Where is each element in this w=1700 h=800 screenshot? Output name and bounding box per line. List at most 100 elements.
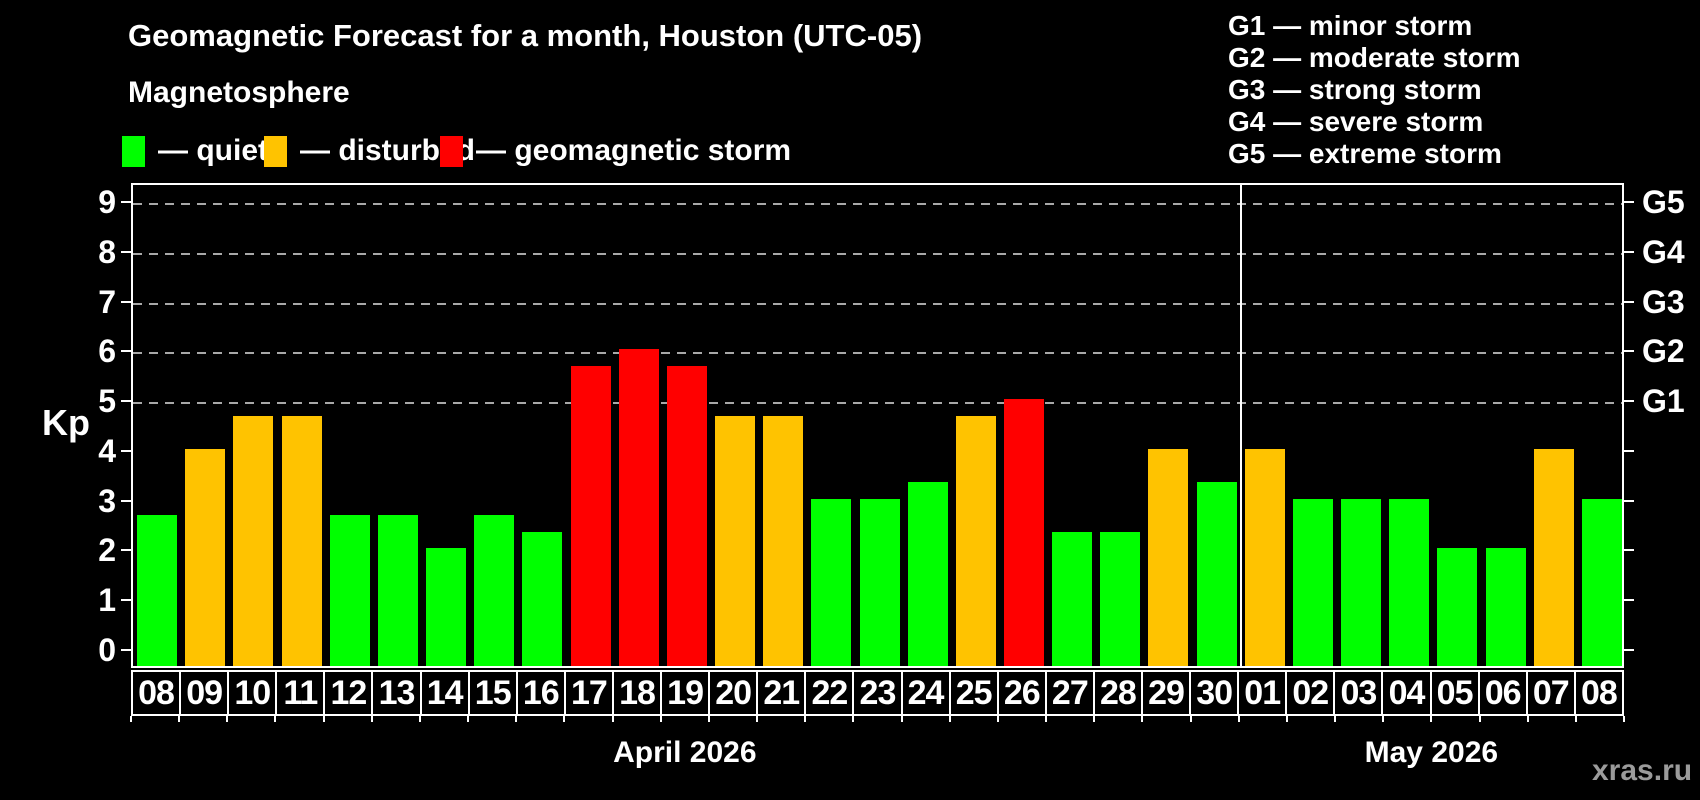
day-boundary-tick [852, 716, 855, 722]
y-axis-tick-label-6: 6 [98, 333, 116, 370]
g-legend-line-g1: G1 — minor storm [1228, 10, 1473, 41]
day-label: 09 [179, 670, 230, 716]
day-boundary-tick [1285, 716, 1288, 722]
g-legend-line-g5: G5 — extreme storm [1228, 138, 1502, 169]
day-label: 24 [900, 670, 951, 716]
g-legend-line-g4: G4 — severe storm [1228, 106, 1484, 137]
day-boundary-tick [515, 716, 518, 722]
day-boundary-tick [178, 716, 181, 722]
kp-bar-28 [1100, 532, 1141, 666]
y-axis-tick-label-4: 4 [98, 432, 116, 469]
chart-subtitle: Magnetosphere [128, 76, 350, 109]
y-axis-tick-label-7: 7 [98, 283, 116, 320]
kp-bar-05 [1437, 548, 1478, 666]
day-label: 18 [611, 670, 663, 716]
gridline-kp9 [133, 202, 1622, 205]
day-label: 27 [1044, 670, 1095, 716]
day-label: 11 [275, 670, 326, 716]
legend-item-quiet: — quiet [122, 134, 268, 168]
y-axis-tick-right-7 [1624, 300, 1634, 303]
kp-bar-29 [1148, 448, 1189, 666]
day-label: 14 [419, 670, 470, 716]
day-boundary-tick [130, 716, 132, 722]
watermark: xras.ru [1592, 754, 1693, 787]
month-separator-line [1239, 185, 1242, 666]
kp-bar-20 [715, 415, 756, 666]
legend-label-quiet: — quiet [158, 134, 268, 167]
gridline-kp7 [133, 302, 1622, 305]
kp-bar-30 [1196, 482, 1237, 666]
day-boundary-tick [1334, 716, 1337, 722]
day-boundary-tick [1141, 716, 1144, 722]
day-boundary-tick [370, 716, 373, 722]
day-boundary-tick [1623, 716, 1625, 722]
day-label: 30 [1189, 670, 1240, 716]
y-axis-tick-left-0 [121, 649, 131, 651]
day-boundary-tick [1189, 716, 1192, 722]
y-axis-tick-left-9 [121, 200, 131, 203]
y-axis-title-kp: Kp [42, 402, 90, 443]
y-axis-tick-left-2 [121, 549, 131, 552]
y-axis-tick-left-8 [121, 250, 131, 253]
right-axis-label-g4: G4 [1642, 233, 1685, 270]
kp-bar-24 [907, 482, 948, 666]
day-label: 17 [563, 670, 614, 716]
y-axis-tick-right-2 [1624, 549, 1634, 552]
day-label: 22 [804, 670, 855, 716]
disturbed-swatch-icon [264, 135, 287, 167]
kp-bar-07 [1533, 448, 1574, 666]
kp-bar-15 [474, 515, 515, 666]
kp-bar-14 [426, 548, 467, 666]
day-label: 05 [1429, 670, 1480, 716]
right-axis-label-g3: G3 [1642, 283, 1685, 320]
day-label: 26 [996, 670, 1047, 716]
chart-title: Geomagnetic Forecast for a month, Housto… [128, 18, 923, 53]
day-label: 20 [708, 670, 759, 716]
g-legend-line-g3: G3 — strong storm [1228, 74, 1482, 105]
kp-bar-12 [329, 515, 370, 666]
kp-bar-03 [1341, 498, 1382, 666]
kp-bar-17 [570, 365, 611, 666]
day-boundary-tick [274, 716, 277, 722]
day-boundary-tick [900, 716, 903, 722]
kp-bar-10 [233, 415, 274, 666]
day-label: 16 [515, 670, 566, 716]
day-label: 12 [323, 670, 374, 716]
day-label: 10 [227, 670, 278, 716]
day-label: 01 [1237, 670, 1288, 716]
kp-bar-27 [1052, 532, 1093, 666]
y-axis-tick-right-9 [1624, 200, 1634, 203]
kp-bar-13 [377, 515, 418, 666]
quiet-swatch-icon [122, 135, 145, 167]
kp-bar-01 [1244, 448, 1285, 666]
day-boundary-tick [756, 716, 759, 722]
kp-bar-18 [618, 349, 659, 666]
y-axis-tick-label-1: 1 [98, 582, 116, 619]
day-boundary-tick [418, 716, 421, 722]
day-boundary-tick [1045, 716, 1048, 722]
y-axis-tick-label-8: 8 [98, 233, 116, 270]
y-axis-tick-label-5: 5 [98, 383, 116, 420]
legend-label-storm: — geomagnetic storm [476, 134, 792, 167]
right-axis-label-g5: G5 [1642, 183, 1685, 220]
day-boundary-tick [226, 716, 229, 722]
kp-bar-04 [1389, 498, 1430, 666]
month-label-april: April 2026 [613, 736, 757, 769]
y-axis-tick-right-5 [1624, 400, 1634, 403]
y-axis-tick-right-0 [1624, 649, 1634, 651]
day-label: 21 [756, 670, 807, 716]
day-boundary-tick [322, 716, 325, 722]
kp-bar-08 [1581, 498, 1622, 666]
kp-bar-06 [1485, 548, 1526, 666]
g-scale-legend: G1 — minor storm G2 — moderate storm G3 … [1228, 10, 1521, 170]
day-label: 08 [131, 670, 182, 716]
day-boundary-tick [1382, 716, 1385, 722]
day-label: 25 [948, 670, 999, 716]
y-axis-tick-right-4 [1624, 449, 1634, 452]
storm-swatch-icon [440, 135, 463, 167]
kp-bar-21 [763, 415, 804, 666]
y-axis-tick-left-5 [121, 400, 131, 403]
day-boundary-tick [707, 716, 710, 722]
day-label: 19 [660, 670, 711, 716]
